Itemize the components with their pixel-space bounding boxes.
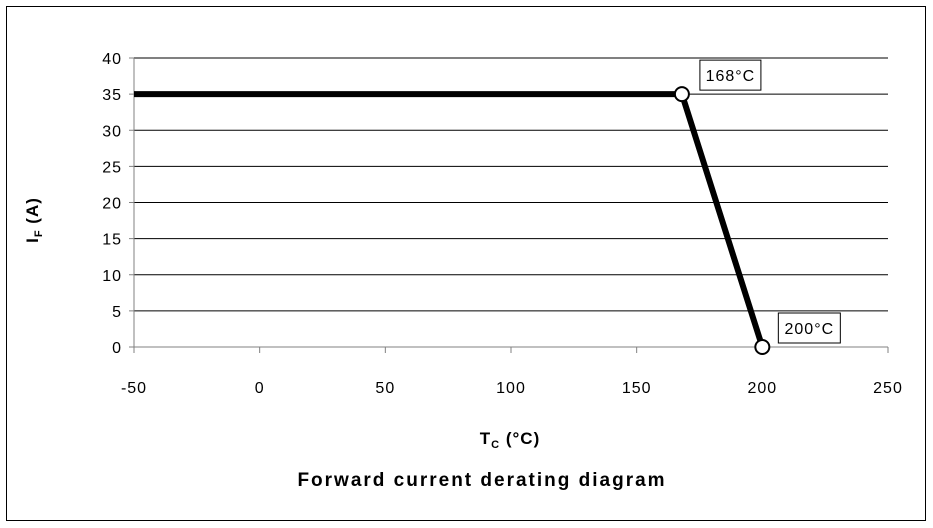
y-tick-label-6: 30	[102, 123, 122, 140]
x-tick-labels: -50 0 50 100 150 200 250	[121, 380, 903, 397]
x-tick-label-0: -50	[121, 380, 147, 397]
annotation-group: 168°C 200°C	[699, 59, 841, 344]
annotation-box-1	[777, 312, 841, 344]
y-tick-label-7: 35	[102, 87, 122, 104]
x-tick-label-2: 50	[375, 380, 395, 397]
marker-0	[673, 86, 690, 103]
marker-1	[754, 339, 771, 355]
annotation-box-0	[699, 59, 762, 91]
grid-lines	[134, 57, 888, 312]
marker-group	[673, 86, 771, 355]
x-axis-title: TC (°C)	[480, 429, 540, 451]
y-tick-label-8: 40	[102, 51, 122, 68]
y-tick-label-3: 15	[102, 232, 122, 249]
y-tick-label-0: 0	[112, 340, 122, 357]
x-tick-label-3: 100	[496, 380, 526, 397]
chart-title: Forward current derating diagram	[297, 470, 666, 491]
y-tick-labels: 0 5 10 15 20 25 30 35 40	[102, 51, 122, 357]
x-tick-label-5: 200	[747, 380, 777, 397]
y-tick-label-1: 5	[112, 304, 122, 321]
axes	[129, 57, 889, 353]
x-tick-label-6: 250	[873, 380, 903, 397]
series-line-0	[134, 91, 766, 348]
chart-frame	[6, 6, 926, 521]
annotation-label-0: 168°C	[706, 68, 756, 85]
series-group	[134, 91, 766, 348]
x-tick-label-1: 0	[255, 380, 265, 397]
y-tick-label-5: 25	[102, 159, 122, 176]
y-axis-title: IF (A)	[23, 197, 45, 243]
y-tick-label-2: 10	[102, 268, 122, 285]
annotation-label-1: 200°C	[785, 321, 835, 338]
y-tick-label-4: 20	[102, 196, 122, 213]
x-tick-label-4: 150	[622, 380, 652, 397]
